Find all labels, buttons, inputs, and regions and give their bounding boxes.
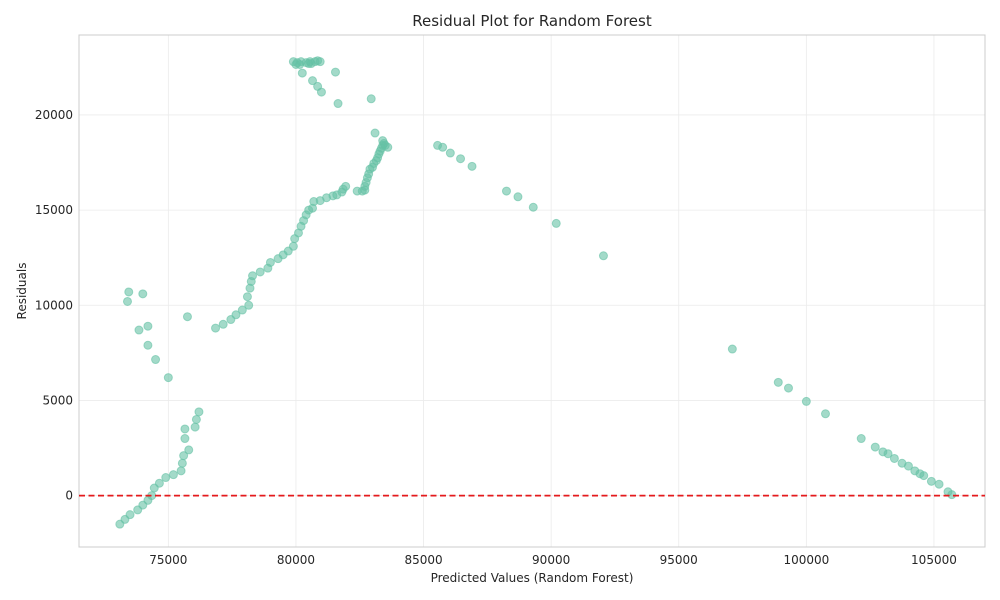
y-tick-label: 20000 [35,108,73,122]
data-point [528,202,538,212]
x-tick-label: 105000 [911,553,957,567]
data-point [218,319,228,329]
data-point [513,192,523,202]
data-point [820,409,830,419]
x-axis-ticks: 75000 80000 85000 90000 95000 100000 105000 [149,553,957,567]
data-point [163,373,173,383]
data-point [383,142,393,152]
plot-frame [78,34,986,548]
data-point [316,87,326,97]
data-point [211,323,221,333]
data-point [182,312,192,322]
data-point [366,94,376,104]
x-tick-label: 90000 [532,553,570,567]
x-tick-label: 75000 [149,553,187,567]
data-point [143,340,153,350]
data-point [308,76,318,86]
data-point [467,161,477,171]
data-point [168,470,178,480]
data-point [180,424,190,434]
data-point [297,68,307,78]
y-tick-label: 15000 [35,203,73,217]
data-point [926,476,936,486]
y-axis-ticks: 0 5000 10000 15000 20000 [35,108,73,503]
data-point [231,310,241,320]
data-point [177,458,187,468]
data-point [889,453,899,463]
x-tick-label: 95000 [660,553,698,567]
data-point [125,510,135,520]
data-point [180,434,190,444]
x-tick-label: 85000 [404,553,442,567]
data-point [255,267,265,277]
data-point [161,473,171,483]
data-point [242,292,252,302]
data-point [445,148,455,158]
data-point [456,154,466,164]
data-point [194,407,204,417]
data-point [801,396,811,406]
data-point [154,478,164,488]
grid [79,35,985,547]
chart-title: Residual Plot for Random Forest [412,12,652,30]
data-point [919,471,929,481]
x-tick-label: 80000 [277,553,315,567]
data-point [947,490,957,500]
data-point [501,186,511,196]
data-point [124,287,134,297]
x-axis-label: Predicted Values (Random Forest) [431,571,634,585]
data-point [934,479,944,489]
data-point [151,355,161,365]
data-point [244,300,254,310]
data-point [143,321,153,331]
data-point [783,383,793,393]
data-point [330,67,340,77]
data-point [333,99,343,109]
x-tick-label: 100000 [783,553,829,567]
data-points [115,56,957,529]
y-axis-label: Residuals [15,263,29,320]
data-point [598,251,608,261]
y-tick-label: 0 [65,489,73,503]
data-point [870,442,880,452]
data-point [191,414,201,424]
y-tick-label: 10000 [35,298,73,312]
data-point [727,344,737,354]
data-point [138,289,148,299]
data-point [773,377,783,387]
y-tick-label: 5000 [42,393,73,407]
data-point [190,422,200,432]
data-point [134,325,144,335]
data-point [883,449,893,459]
data-point [551,218,561,228]
data-point [341,181,351,191]
data-point [122,296,132,306]
data-point [265,257,275,267]
data-point [903,461,913,471]
data-point [176,466,186,476]
data-point [288,241,298,251]
data-point [370,128,380,138]
data-point [184,445,194,455]
data-point [237,305,247,315]
data-point [438,142,448,152]
data-point [315,57,325,67]
data-point [856,434,866,444]
data-point [248,271,258,281]
data-point [179,451,189,461]
